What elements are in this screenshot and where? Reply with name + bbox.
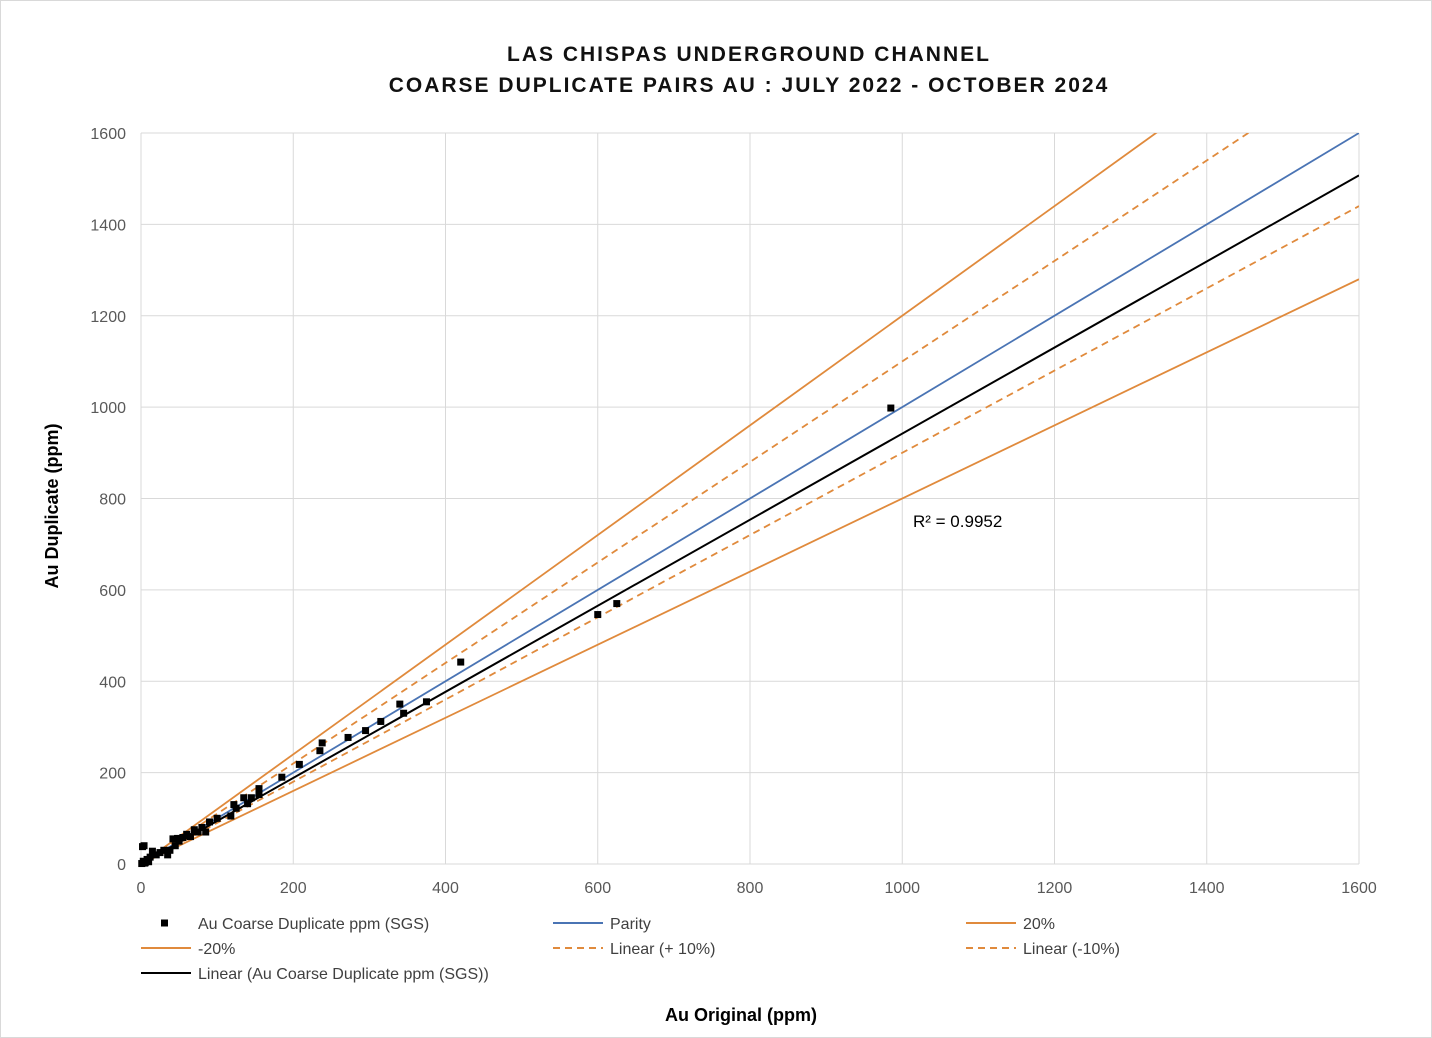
data-point [362,727,370,735]
data-point [316,747,324,755]
legend-label: Parity [610,916,651,933]
series-line-linear-au-coarse-duplicate-ppm-sgs [141,174,1359,864]
data-point [160,846,168,854]
data-point [139,843,147,851]
legend-item-linear-10: Linear (-10%) [966,941,1120,958]
chart-title-line-2: COARSE DUPLICATE PAIRS AU : JULY 2022 - … [389,74,1110,97]
legend-label: -20% [198,941,235,958]
legend-item-20: -20% [141,941,235,958]
data-point [138,860,146,868]
legend-item-20: 20% [966,916,1055,933]
data-point [457,658,465,666]
data-point [142,858,150,866]
series-line-parity [141,133,1359,864]
data-point [152,851,160,859]
y-tick-label: 200 [99,766,126,783]
data-point [344,733,352,741]
data-point [190,826,198,834]
y-tick-label: 0 [117,857,126,874]
data-points [138,404,895,868]
data-point [186,833,194,841]
chart-title-line-1: LAS CHISPAS UNDERGROUND CHANNEL [507,43,991,66]
y-tick-label: 1400 [90,217,126,234]
data-point [202,828,210,836]
data-point [244,800,252,808]
data-point [206,818,214,826]
y-tick-label: 1000 [90,400,126,417]
series-line-20 [141,133,1158,864]
data-point [183,830,191,838]
legend-label: 20% [1023,916,1055,933]
reference-lines [141,133,1359,864]
data-point [230,801,238,809]
series-line-20 [141,278,1359,864]
data-point [227,812,235,820]
y-tick-label: 600 [99,583,126,600]
data-point [213,814,221,822]
x-tick-label: 600 [584,880,611,897]
data-point [156,849,164,857]
data-point [179,834,187,842]
y-tick-label: 1600 [90,126,126,143]
legend-item-au-coarse-duplicate-ppm-sgs: Au Coarse Duplicate ppm (SGS) [161,916,429,933]
data-point [232,804,240,812]
legend-label: Linear (Au Coarse Duplicate ppm (SGS)) [198,966,489,983]
tick-labels: 0 200 400 600 800 1000 1200 1400 1600 0 200 400 600 8… [90,126,1376,897]
legend: Au Coarse Duplicate ppm (SGS) Parity 20% -2… [141,916,1120,983]
data-point [377,717,385,725]
data-point [247,794,255,802]
data-point [166,846,174,854]
data-point [400,709,408,717]
y-tick-label: 800 [99,492,126,509]
data-point [613,600,621,608]
legend-label: Linear (+ 10%) [610,941,715,958]
x-tick-label: 1200 [1037,880,1073,897]
y-tick-label: 400 [99,674,126,691]
x-tick-label: 1000 [884,880,920,897]
data-point [318,739,326,747]
data-point [422,698,430,706]
x-tick-label: 1400 [1189,880,1225,897]
data-point [255,785,263,793]
x-tick-label: 200 [280,880,307,897]
legend-label: Linear (-10%) [1023,941,1120,958]
x-tick-label: 1600 [1341,880,1377,897]
data-point [194,828,202,836]
series-line-linear-10 [141,205,1359,864]
x-tick-label: 0 [137,880,146,897]
data-point [278,773,286,781]
y-axis-title: Au Duplicate (ppm) [42,423,62,588]
data-point [396,700,404,708]
legend-item-parity: Parity [553,916,651,933]
data-point [171,842,179,850]
series-line-linear-10 [141,133,1250,864]
data-point [169,835,177,843]
x-tick-label: 800 [737,880,764,897]
r-squared-label: R² = 0.9952 [913,512,1002,531]
legend-item-linear-10: Linear (+ 10%) [553,941,715,958]
data-point [295,760,303,768]
legend-item-linear-au-coarse-duplicate-ppm-sgs: Linear (Au Coarse Duplicate ppm (SGS)) [141,966,489,983]
data-point [255,791,263,799]
data-point [240,794,248,802]
legend-marker [161,919,168,927]
y-tick-label: 1200 [90,309,126,326]
legend-label: Au Coarse Duplicate ppm (SGS) [198,916,429,933]
data-point [887,404,895,412]
data-point [594,611,602,619]
x-tick-label: 400 [432,880,459,897]
data-point [148,847,156,855]
data-point [164,851,172,859]
x-axis-title: Au Original (ppm) [665,1005,817,1025]
data-point [174,834,182,842]
data-point [198,823,206,831]
